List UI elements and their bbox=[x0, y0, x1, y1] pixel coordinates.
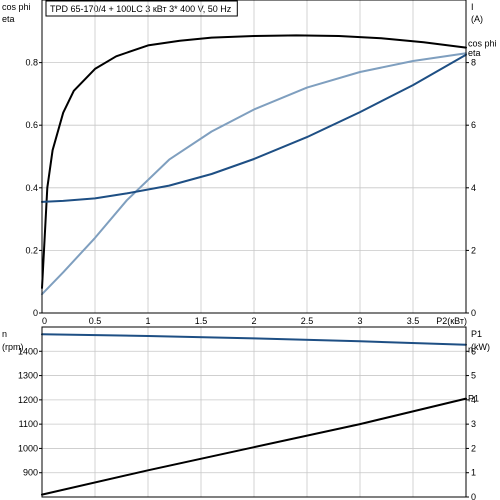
top-right-axis-label-1: (A) bbox=[471, 14, 483, 24]
top-series-eta bbox=[41, 34, 467, 289]
top-right-tick-label-0: 0 bbox=[471, 308, 476, 318]
top-left-tick-label-1: 0.2 bbox=[25, 245, 38, 255]
top-left-tick-label-3: 0.6 bbox=[25, 120, 38, 130]
bottom-right-tick-label-2: 2 bbox=[471, 443, 476, 453]
bottom-left-tick-label-2: 1100 bbox=[19, 419, 38, 429]
top-left-tick-label-0: 0 bbox=[33, 308, 38, 318]
bottom-plot: 900100011001200130014000123456n(rpm)P1(k… bbox=[2, 326, 490, 500]
bottom-left-tick-label-5: 1400 bbox=[18, 346, 38, 356]
top-series-cos-phi bbox=[41, 52, 467, 296]
bottom-right-tick-label-4: 4 bbox=[471, 395, 476, 405]
bottom-series-P1 bbox=[41, 397, 467, 496]
bottom-right-tick-label-6: 6 bbox=[471, 346, 476, 356]
top-right-tick-label-2: 4 bbox=[471, 183, 476, 193]
bottom-left-tick-label-3: 1200 bbox=[18, 395, 38, 405]
top-left-axis-label-0: cos phi bbox=[2, 2, 31, 12]
bottom-series-label-n: n bbox=[468, 345, 473, 355]
top-series-label-eta: eta bbox=[468, 48, 481, 58]
chart-title: TPD 65-170/4 + 100LC 3 кВт 3* 400 V, 50 … bbox=[50, 4, 232, 14]
top-x-tick-label-2: 1 bbox=[145, 316, 150, 326]
bottom-plot-frame bbox=[41, 326, 467, 498]
bottom-left-tick-label-4: 1300 bbox=[18, 371, 38, 381]
top-x-tick-label-7: 3.5 bbox=[407, 316, 420, 326]
top-x-tick-label-5: 2.5 bbox=[301, 316, 314, 326]
top-series-label-cos-phi: cos phi bbox=[468, 39, 497, 49]
top-x-axis-label: P2(кВт) bbox=[436, 316, 467, 326]
top-x-tick-label-3: 1.5 bbox=[195, 316, 208, 326]
bottom-left-tick-label-0: 900 bbox=[23, 468, 38, 478]
bottom-left-axis-label-1: (rpm) bbox=[2, 342, 24, 352]
bottom-series-n bbox=[41, 333, 467, 346]
top-plot-frame bbox=[41, 0, 467, 314]
bottom-right-axis-label-0: P1 bbox=[471, 329, 482, 339]
top-right-tick-label-4: 8 bbox=[471, 58, 476, 68]
bottom-right-axis-label-1: (kW) bbox=[471, 342, 490, 352]
top-x-tick-label-6: 3 bbox=[357, 316, 362, 326]
bottom-left-axis-label-0: n bbox=[2, 329, 7, 339]
bottom-left-tick-label-1: 1000 bbox=[18, 443, 38, 453]
top-x-tick-label-0: 0 bbox=[42, 316, 47, 326]
top-left-tick-label-2: 0.4 bbox=[25, 183, 38, 193]
top-x-tick-label-1: 0.5 bbox=[89, 316, 102, 326]
bottom-right-tick-label-3: 3 bbox=[471, 419, 476, 429]
chart-title-frame bbox=[45, 0, 238, 17]
top-right-axis-label-0: I bbox=[471, 2, 474, 12]
top-left-axis-label-1: eta bbox=[2, 14, 15, 24]
bottom-right-tick-label-0: 0 bbox=[471, 492, 476, 500]
top-left-tick-label-4: 0.8 bbox=[25, 58, 38, 68]
top-series-I bbox=[41, 53, 467, 203]
top-right-tick-label-3: 6 bbox=[471, 120, 476, 130]
bottom-right-tick-label-1: 1 bbox=[471, 468, 476, 478]
top-x-tick-label-4: 2 bbox=[251, 316, 256, 326]
top-plot: 0 0.2 0.4 0.6 0.8 0 2 4 6 8 0 0.5 1 1.5 2 2.5 3 3.5 P2(кВт… bbox=[2, 0, 497, 326]
top-right-tick-label-1: 2 bbox=[471, 245, 476, 255]
bottom-series-label-P1: P1 bbox=[468, 394, 479, 404]
bottom-right-tick-label-5: 5 bbox=[471, 371, 476, 381]
